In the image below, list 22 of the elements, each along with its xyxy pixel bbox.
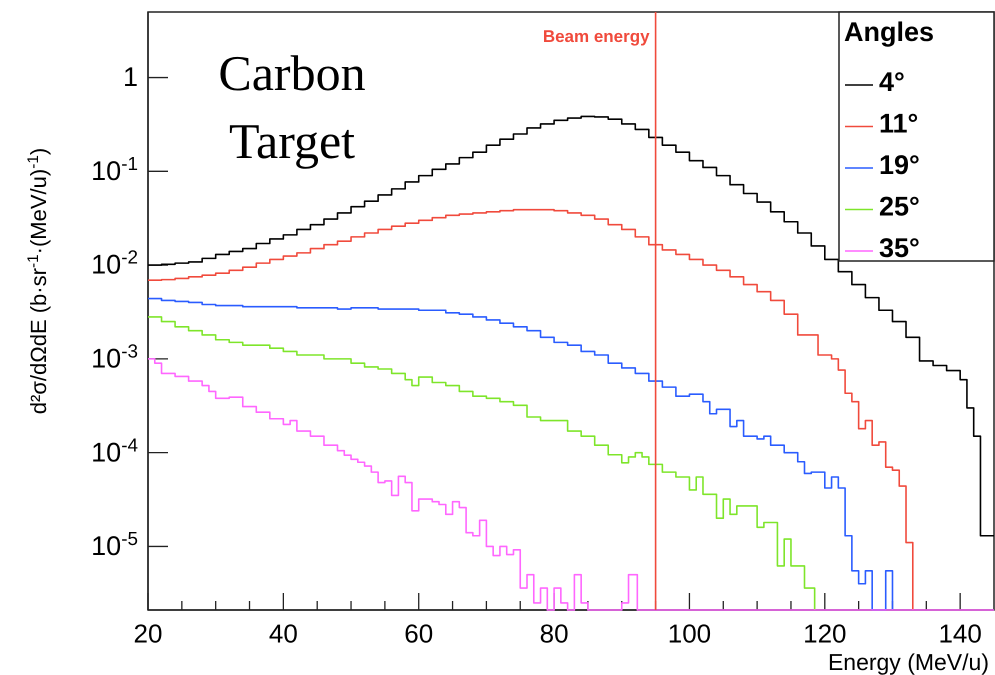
x-axis-title: Energy (MeV/u) <box>828 649 989 675</box>
y-tick-label: 10$^{-2}$ <box>91 247 138 280</box>
y-tick-label: 10$^{-5}$ <box>91 528 138 562</box>
x-tick-label: 100 <box>668 618 712 648</box>
x-tick-label: 40 <box>268 618 298 648</box>
legend-label: 35° <box>879 233 920 263</box>
ref-line-label: Beam energy <box>542 27 650 46</box>
y-tick-label: 10$^{-4}$ <box>91 434 138 468</box>
x-tick-label: 20 <box>134 618 162 648</box>
legend-label: 25° <box>879 192 920 222</box>
y-tick-label: 10$^{-3}$ <box>91 341 138 374</box>
legend-title: Angles <box>844 17 934 47</box>
legend-label: 4° <box>879 67 905 97</box>
legend-label: 11° <box>879 108 918 138</box>
y-tick-label: 10$^{-1}$ <box>91 153 138 186</box>
annotation: Carbon Target <box>218 45 366 169</box>
x-tick-label: 80 <box>540 618 569 648</box>
y-tick-label: 1 <box>122 62 138 92</box>
legend-label: 19° <box>879 150 920 180</box>
x-tick-label: 140 <box>938 618 982 648</box>
x-tick-label: 60 <box>404 618 434 648</box>
x-tick-label: 120 <box>803 618 846 648</box>
